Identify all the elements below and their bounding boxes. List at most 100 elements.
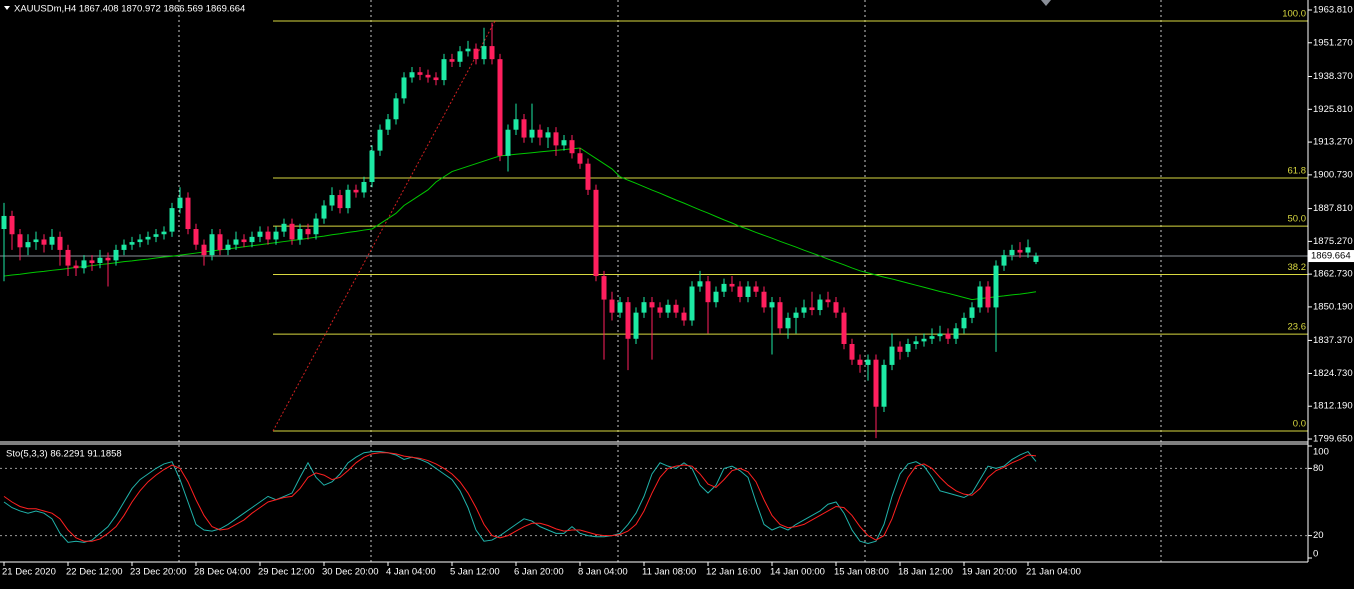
candle-body bbox=[257, 231, 263, 237]
y-tick-label: 1938.370 bbox=[1313, 71, 1353, 82]
candle-body bbox=[569, 140, 575, 154]
candle-body bbox=[289, 223, 295, 240]
candle-body bbox=[481, 46, 487, 60]
x-tick-label: 8 Jan 04:00 bbox=[578, 567, 628, 578]
candle-body bbox=[217, 234, 223, 250]
y-tick-label: 1963.810 bbox=[1313, 5, 1353, 16]
candle-body bbox=[841, 312, 847, 344]
candle-body bbox=[377, 129, 383, 151]
candle-body bbox=[945, 333, 951, 339]
y-tick-label: 0 bbox=[1313, 549, 1318, 560]
candle-body bbox=[425, 74, 431, 78]
y-tick-label: 20 bbox=[1313, 530, 1324, 541]
fib-label: 50.0 bbox=[1288, 214, 1307, 225]
candle-body bbox=[969, 307, 975, 318]
candle-body bbox=[985, 286, 991, 308]
candle-body bbox=[977, 286, 983, 308]
y-tick-label: 1824.730 bbox=[1313, 368, 1353, 379]
chart-title: XAUUSDm,H4 1867.408 1870.972 1866.569 18… bbox=[14, 4, 245, 15]
candle-body bbox=[825, 299, 831, 303]
plot-area: 100.0 61.8 50.0 38.2 23.6 0.0 bbox=[0, 9, 1308, 544]
candle-body bbox=[705, 281, 711, 303]
candle-body bbox=[337, 195, 343, 209]
y-tick-label: 1900.730 bbox=[1313, 169, 1353, 180]
candle-body bbox=[81, 260, 87, 269]
candle-body bbox=[97, 257, 103, 263]
candle-body bbox=[609, 299, 615, 313]
candle-body bbox=[297, 229, 303, 240]
candle-body bbox=[657, 307, 663, 313]
candle-body bbox=[873, 359, 879, 407]
candle-body bbox=[513, 119, 519, 130]
candle-body bbox=[505, 129, 511, 156]
candle-body bbox=[417, 72, 423, 75]
candle-body bbox=[633, 312, 639, 339]
candle-body bbox=[697, 281, 703, 287]
candle-body bbox=[889, 346, 895, 365]
candle-body bbox=[529, 129, 535, 138]
candle-body bbox=[449, 59, 455, 62]
candle-body bbox=[729, 283, 735, 287]
candle-body bbox=[753, 286, 759, 292]
candle-body bbox=[41, 239, 47, 245]
candle-body bbox=[273, 231, 279, 240]
candle-body bbox=[817, 299, 823, 311]
x-tick-label: 29 Dec 12:00 bbox=[258, 567, 315, 578]
candle-body bbox=[89, 260, 95, 263]
fib-label: 0.0 bbox=[1293, 419, 1306, 430]
fib-label: 23.6 bbox=[1288, 322, 1307, 333]
x-tick-label: 19 Jan 20:00 bbox=[962, 567, 1017, 578]
candle-body bbox=[497, 59, 503, 156]
candle-body bbox=[665, 304, 671, 313]
y-tick-label: 1862.730 bbox=[1313, 269, 1353, 280]
candle-body bbox=[761, 291, 767, 308]
candle-body bbox=[457, 51, 463, 62]
candle-body bbox=[465, 48, 471, 52]
candle-body bbox=[905, 343, 911, 352]
candle-body bbox=[881, 364, 887, 407]
x-tick-label: 22 Dec 12:00 bbox=[66, 567, 123, 578]
candle-body bbox=[553, 132, 559, 146]
candle-body bbox=[993, 265, 999, 308]
candle-body bbox=[105, 257, 111, 261]
candle-body bbox=[353, 189, 359, 193]
candle-body bbox=[17, 234, 23, 248]
candle-body bbox=[145, 236, 151, 240]
candle-body bbox=[369, 150, 375, 182]
candle-body bbox=[601, 276, 607, 300]
shift-marker[interactable] bbox=[1041, 0, 1051, 6]
candle-body bbox=[441, 59, 447, 81]
candle-body bbox=[545, 132, 551, 138]
candle-body bbox=[681, 312, 687, 321]
candle-body bbox=[809, 307, 815, 311]
x-tick-label: 18 Jan 12:00 bbox=[898, 567, 953, 578]
candle-body bbox=[641, 302, 647, 313]
candle-body bbox=[241, 239, 247, 243]
candle-body bbox=[305, 229, 311, 235]
candle-body bbox=[793, 312, 799, 318]
candle-body bbox=[129, 242, 135, 245]
candle-body bbox=[201, 244, 207, 256]
candle-body bbox=[393, 98, 399, 120]
candle-body bbox=[25, 242, 31, 248]
candle-body bbox=[521, 119, 527, 138]
candle-body bbox=[737, 286, 743, 297]
candle-body bbox=[185, 197, 191, 230]
candle-body bbox=[649, 302, 655, 308]
candle-body bbox=[801, 307, 807, 313]
y-tick-label: 1925.810 bbox=[1313, 104, 1353, 115]
candle-body bbox=[537, 129, 543, 138]
candle-body bbox=[113, 249, 119, 261]
indicator-title: Sto(5,3,3) 86.2291 91.1858 bbox=[6, 449, 122, 460]
menu-arrow[interactable] bbox=[4, 6, 10, 10]
x-tick-label: 21 Jan 04:00 bbox=[1026, 567, 1081, 578]
candle-body bbox=[585, 163, 591, 190]
y-tick-label: 1951.270 bbox=[1313, 37, 1353, 48]
fib-label: 61.8 bbox=[1288, 166, 1307, 177]
y-tick-label: 1812.190 bbox=[1313, 401, 1353, 412]
y-tick-label: 1887.810 bbox=[1313, 203, 1353, 214]
x-tick-label: 12 Jan 16:00 bbox=[706, 567, 761, 578]
candle-body bbox=[857, 359, 863, 365]
